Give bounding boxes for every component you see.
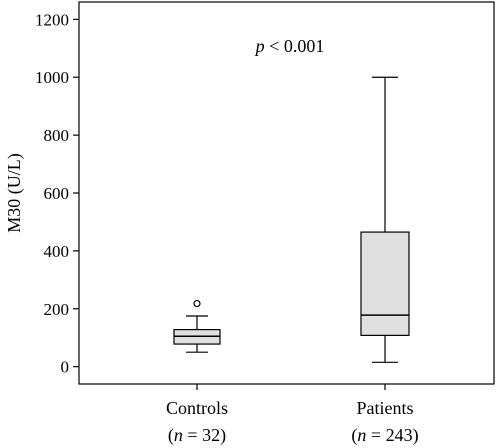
- y-axis-label: M30 (U/L): [4, 153, 25, 233]
- y-axis: 0 200 400 600 800 1000 1200: [35, 10, 79, 377]
- box-controls: [173, 299, 221, 353]
- box-patients: [360, 76, 410, 363]
- n-open-paren: (: [351, 425, 357, 446]
- plot-frame: [78, 1, 495, 385]
- n-value: = 32): [183, 425, 226, 446]
- y-tick-label: 1000: [35, 68, 69, 87]
- y-tick-label: 800: [44, 126, 70, 145]
- y-tick-label: 200: [44, 300, 70, 319]
- n-value: = 243): [366, 425, 418, 446]
- y-tick-label: 0: [61, 358, 70, 377]
- box-series: [173, 76, 410, 363]
- x-category-n-label: (n = 243): [351, 425, 418, 446]
- n-symbol: n: [357, 425, 366, 445]
- y-tick-label: 1200: [35, 10, 69, 29]
- x-axis: Controls(n = 32)Patients(n = 243): [166, 384, 419, 446]
- n-symbol: n: [174, 425, 183, 445]
- outlier-point: [193, 299, 201, 308]
- x-category-n-label: (n = 32): [168, 425, 226, 446]
- y-tick-label: 600: [44, 184, 70, 203]
- x-category-label: Patients: [357, 398, 414, 418]
- x-category-label: Controls: [166, 398, 228, 418]
- p-value-annotation: p < 0.001: [254, 36, 325, 56]
- p-value-text: < 0.001: [265, 36, 325, 56]
- n-open-paren: (: [168, 425, 174, 446]
- interquartile-box: [360, 231, 410, 336]
- p-value-symbol: p: [254, 36, 265, 56]
- y-tick-label: 400: [44, 242, 70, 261]
